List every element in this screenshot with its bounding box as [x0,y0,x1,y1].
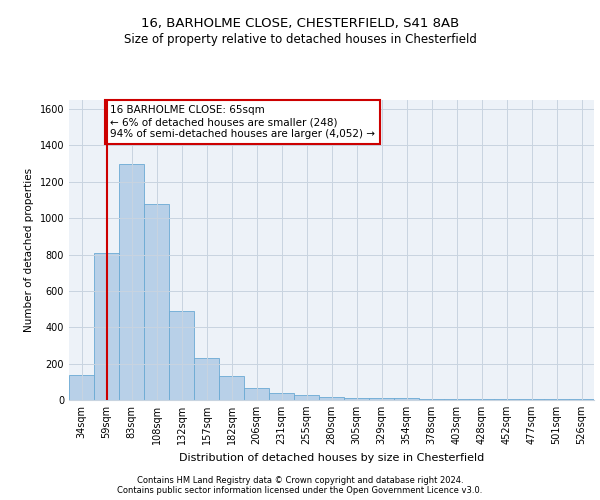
Bar [494,399,519,400]
Text: Contains HM Land Registry data © Crown copyright and database right 2024.: Contains HM Land Registry data © Crown c… [137,476,463,485]
Bar [344,398,369,400]
Bar [119,164,144,400]
Bar [444,399,469,400]
Bar [394,398,419,400]
Bar [469,399,494,400]
Text: 16 BARHOLME CLOSE: 65sqm
← 6% of detached houses are smaller (248)
94% of semi-d: 16 BARHOLME CLOSE: 65sqm ← 6% of detache… [110,106,375,138]
Text: 16, BARHOLME CLOSE, CHESTERFIELD, S41 8AB: 16, BARHOLME CLOSE, CHESTERFIELD, S41 8A… [141,18,459,30]
Bar [419,399,444,400]
Bar [319,396,344,400]
Bar [144,204,169,400]
Bar [519,399,544,400]
Bar [569,399,594,400]
Bar [544,399,569,400]
X-axis label: Distribution of detached houses by size in Chesterfield: Distribution of detached houses by size … [179,452,484,462]
Y-axis label: Number of detached properties: Number of detached properties [24,168,34,332]
Text: Contains public sector information licensed under the Open Government Licence v3: Contains public sector information licen… [118,486,482,495]
Bar [294,396,319,400]
Bar [194,358,219,400]
Bar [269,393,294,400]
Bar [244,388,269,400]
Bar [94,252,119,400]
Bar [219,376,244,400]
Bar [169,311,194,400]
Text: Size of property relative to detached houses in Chesterfield: Size of property relative to detached ho… [124,32,476,46]
Bar [69,374,94,400]
Bar [369,398,394,400]
